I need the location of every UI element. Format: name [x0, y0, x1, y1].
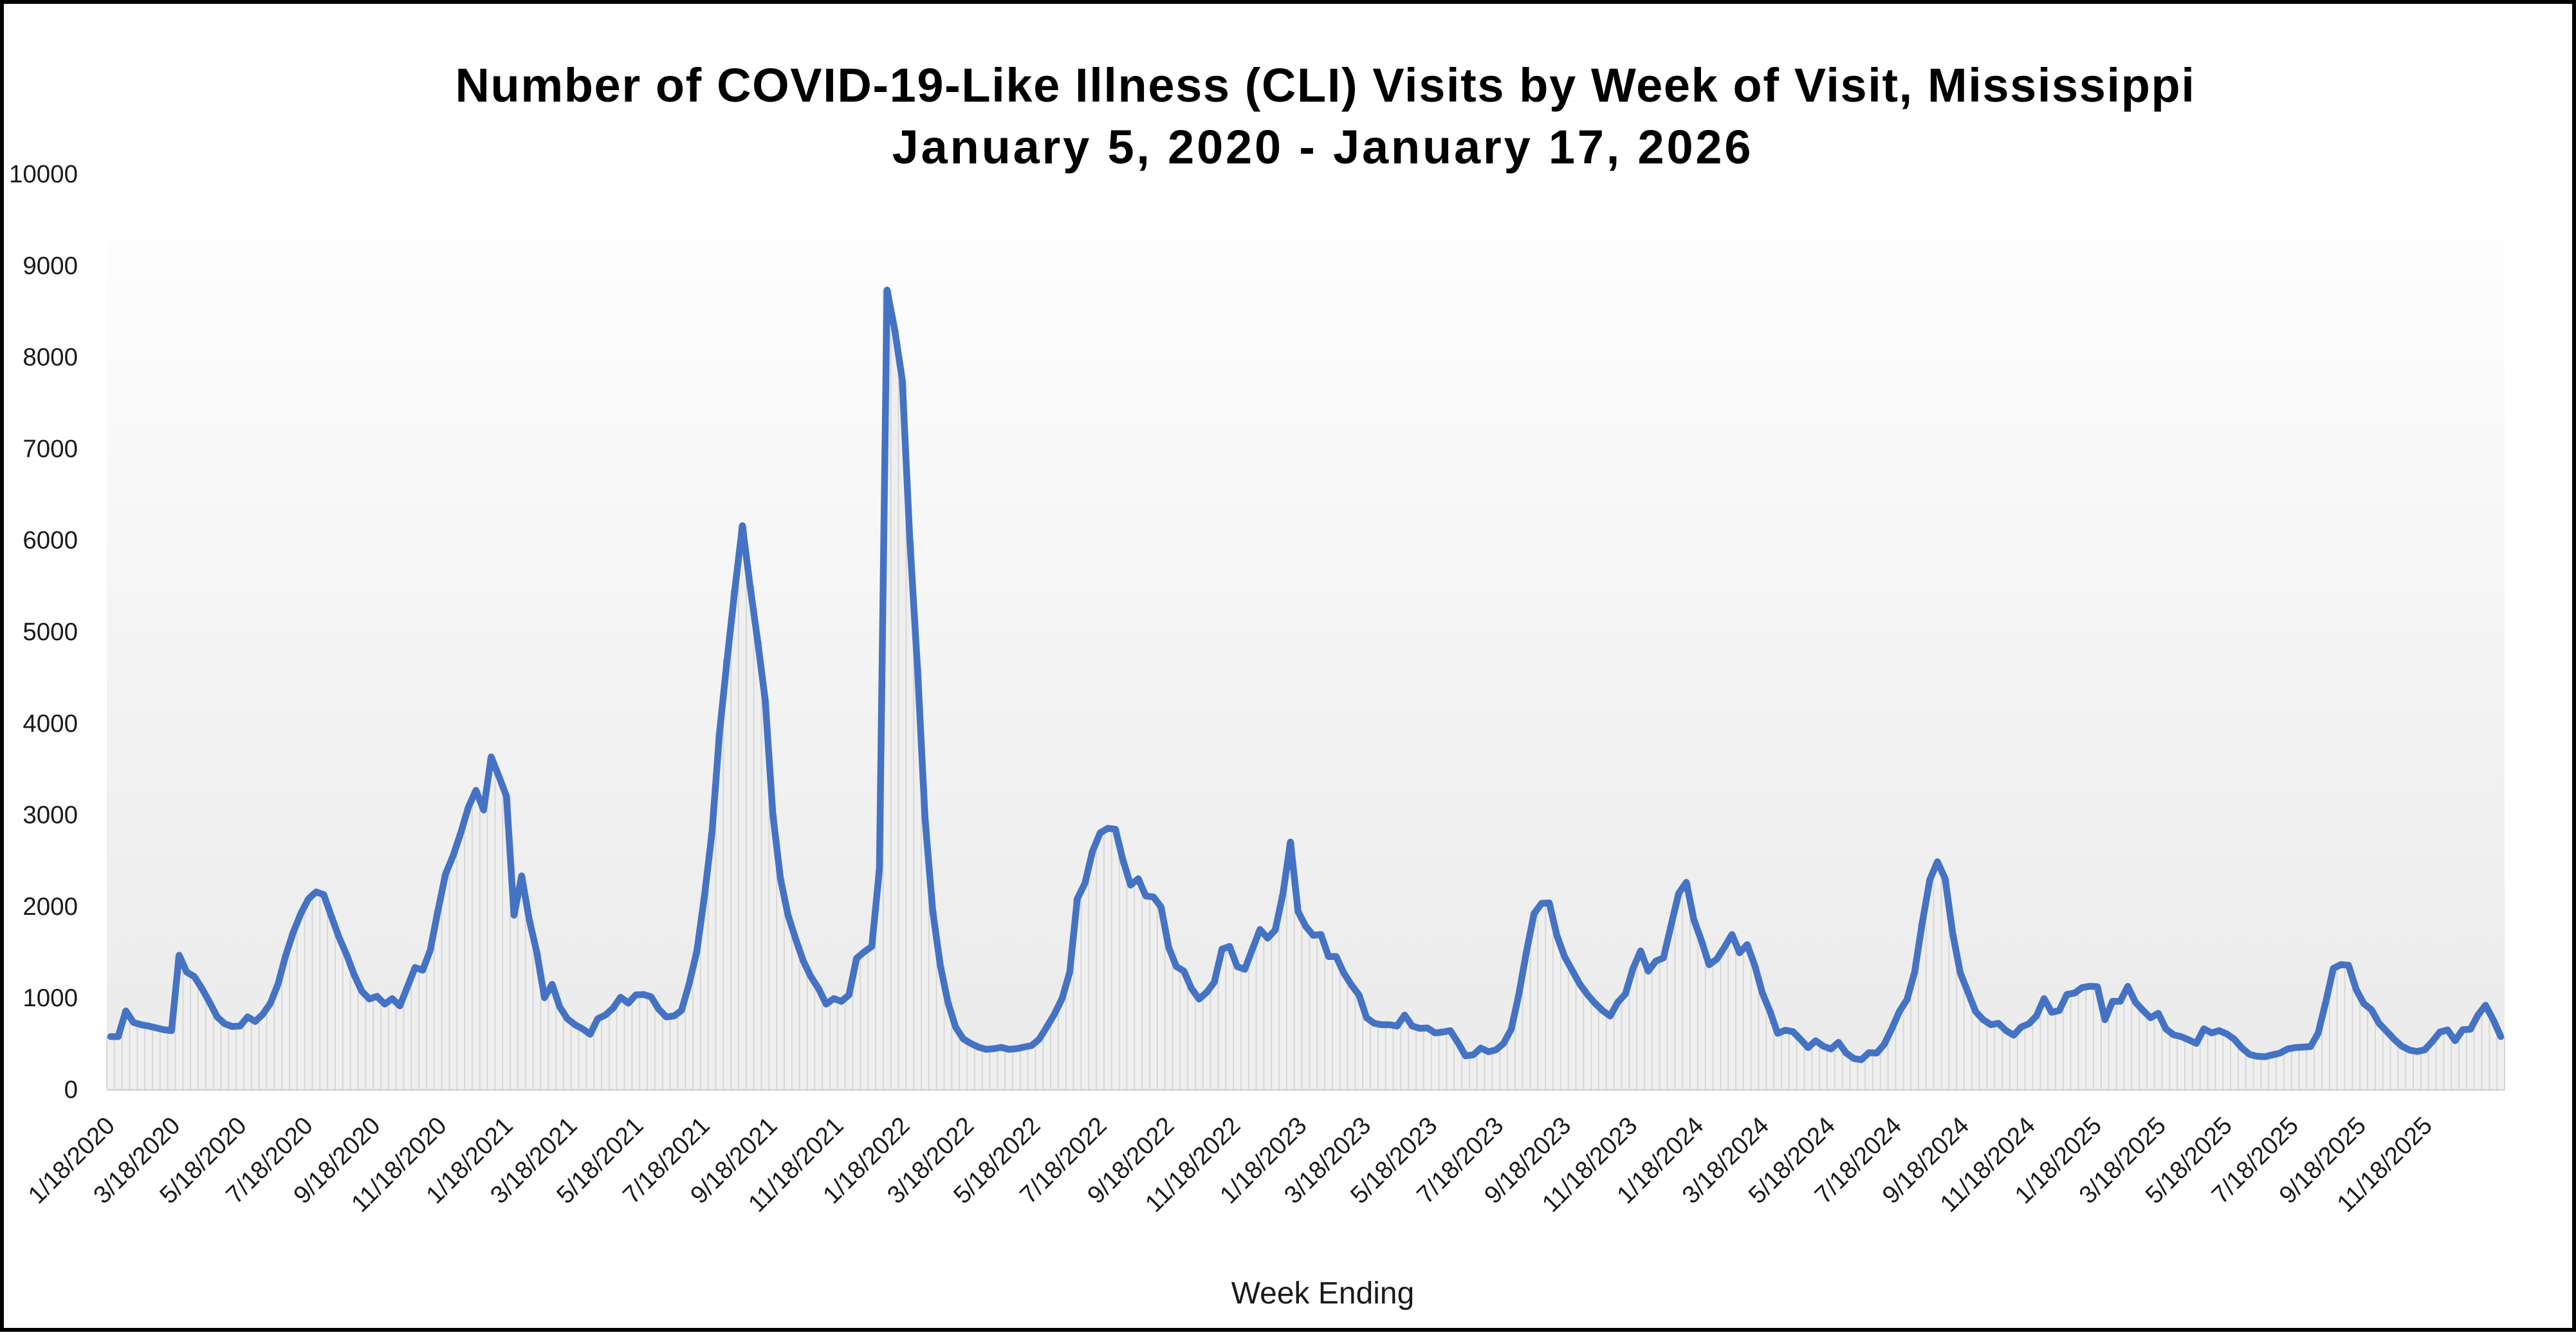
- svg-text:2000: 2000: [23, 893, 78, 921]
- svg-text:Week Ending: Week Ending: [1231, 1276, 1415, 1311]
- svg-text:January 5, 2020 - January 17,: January 5, 2020 - January 17, 2026: [892, 120, 1754, 174]
- svg-text:7000: 7000: [23, 435, 78, 463]
- svg-text:9000: 9000: [23, 252, 78, 280]
- svg-text:4000: 4000: [23, 710, 78, 737]
- svg-text:10000: 10000: [9, 161, 78, 189]
- svg-text:1000: 1000: [23, 984, 78, 1012]
- svg-text:3000: 3000: [23, 802, 78, 829]
- svg-text:8000: 8000: [23, 344, 78, 371]
- svg-text:Number of COVID-19-Like Illnes: Number of COVID-19-Like Illness (CLI) Vi…: [455, 59, 2196, 112]
- svg-text:5000: 5000: [23, 618, 78, 646]
- svg-text:6000: 6000: [23, 527, 78, 555]
- svg-text:0: 0: [64, 1076, 78, 1104]
